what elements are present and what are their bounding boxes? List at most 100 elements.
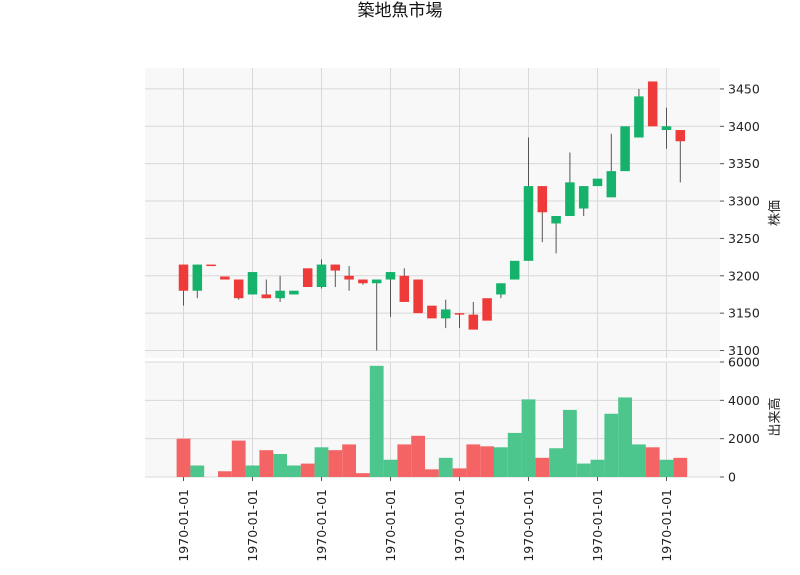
candle-body [261, 294, 272, 299]
candle-body [482, 298, 492, 321]
volume-bar [494, 447, 508, 477]
x-tick-label: 1970-01-01 [176, 489, 191, 562]
volume-bar [632, 444, 646, 477]
volume-bar [383, 459, 398, 477]
volume-bar [369, 365, 384, 477]
volume-bar [314, 447, 329, 477]
price-tick-label: 3250 [728, 231, 760, 246]
candle-body [454, 313, 465, 315]
candle-body [468, 314, 479, 330]
x-tick-label: 1970-01-01 [590, 489, 605, 562]
candle-body [509, 260, 520, 280]
candle-body [551, 215, 561, 224]
volume-bar [563, 409, 577, 477]
candle-body [537, 186, 548, 213]
volume-bar [190, 465, 205, 477]
price-candles [178, 81, 686, 351]
candle-body [647, 81, 658, 127]
candle-body [289, 290, 299, 295]
chart-title: 築地魚市場 [358, 1, 443, 21]
candle-body [427, 305, 437, 319]
x-tick-label: 1970-01-01 [659, 489, 674, 562]
candle-body [399, 275, 410, 302]
volume-bar [618, 397, 632, 477]
axis-labels: 3100 3150 3200 3250 3300 3350 3400 3450 0 2000 400… [176, 81, 760, 561]
volume-bar [300, 463, 315, 477]
x-tick-label: 1970-01-01 [452, 489, 467, 562]
price-axis-label: 株価 [768, 200, 783, 226]
candle-body [344, 275, 354, 280]
price-tick-label: 3350 [728, 156, 760, 171]
price-tick-label: 3450 [728, 81, 760, 96]
volume-bar [397, 444, 412, 477]
candle-body [247, 272, 258, 295]
x-tick-label: 1970-01-01 [314, 489, 329, 562]
price-tick-label: 3100 [728, 343, 760, 358]
volume-tick-label: 6000 [728, 355, 760, 370]
price-tick-label: 3400 [728, 119, 760, 134]
candle-body [192, 264, 203, 291]
volume-bar [245, 465, 260, 477]
candle-body [565, 182, 575, 216]
volume-bar [287, 465, 301, 477]
volume-bar [425, 469, 439, 477]
volume-bar [549, 448, 563, 477]
volume-bar [273, 454, 287, 477]
volume-bar [452, 468, 467, 477]
volume-bar [438, 457, 453, 477]
x-tick-label: 1970-01-01 [245, 489, 260, 562]
x-tick-label: 1970-01-01 [521, 489, 536, 562]
price-tick-label: 3150 [728, 306, 760, 321]
candle-body [496, 283, 506, 295]
candle-body [675, 130, 686, 142]
volume-bar [521, 399, 536, 477]
candle-body [523, 186, 534, 261]
volume-bar [480, 446, 494, 477]
volume-axis-label: 出来高 [767, 397, 783, 436]
candle-body [330, 264, 341, 271]
volume-bar [176, 438, 191, 477]
price-tick-label: 3200 [728, 268, 760, 283]
candle-body [233, 279, 244, 299]
candle-body [578, 186, 589, 209]
volume-bar [218, 471, 232, 477]
volume-bar [466, 444, 481, 477]
candle-body [206, 264, 216, 267]
candle-body [606, 171, 617, 198]
candle-body [358, 279, 368, 284]
volume-bar [673, 457, 688, 477]
volume-bar [576, 463, 591, 477]
candle-body [316, 264, 327, 287]
volume-bar [604, 413, 619, 477]
volume-tick-label: 0 [728, 470, 736, 485]
grid-lines [145, 68, 720, 478]
candle-body [275, 290, 285, 299]
volume-bar [411, 435, 425, 477]
volume-bar [590, 459, 605, 477]
candle-body [371, 279, 382, 284]
volume-bar [659, 459, 674, 477]
volume-bar [645, 447, 660, 477]
volume-tick-label: 4000 [728, 393, 760, 408]
volume-bar [259, 450, 274, 477]
volume-bar [342, 444, 356, 477]
candle-body [592, 178, 603, 187]
candle-body [634, 96, 644, 138]
volume-bars [176, 365, 688, 477]
candle-body [620, 126, 630, 172]
candle-body [661, 126, 672, 131]
candle-body [385, 272, 396, 280]
price-tick-label: 3300 [728, 194, 760, 209]
candle-body [440, 309, 451, 319]
volume-bar [328, 450, 343, 477]
candle-body [302, 268, 313, 287]
x-tick-label: 1970-01-01 [383, 489, 398, 562]
volume-tick-label: 2000 [728, 431, 760, 446]
volume-bar [535, 457, 550, 477]
candle-body [220, 276, 230, 280]
candle-body [178, 264, 189, 291]
volume-bar [231, 440, 246, 477]
candle-body [413, 279, 423, 314]
